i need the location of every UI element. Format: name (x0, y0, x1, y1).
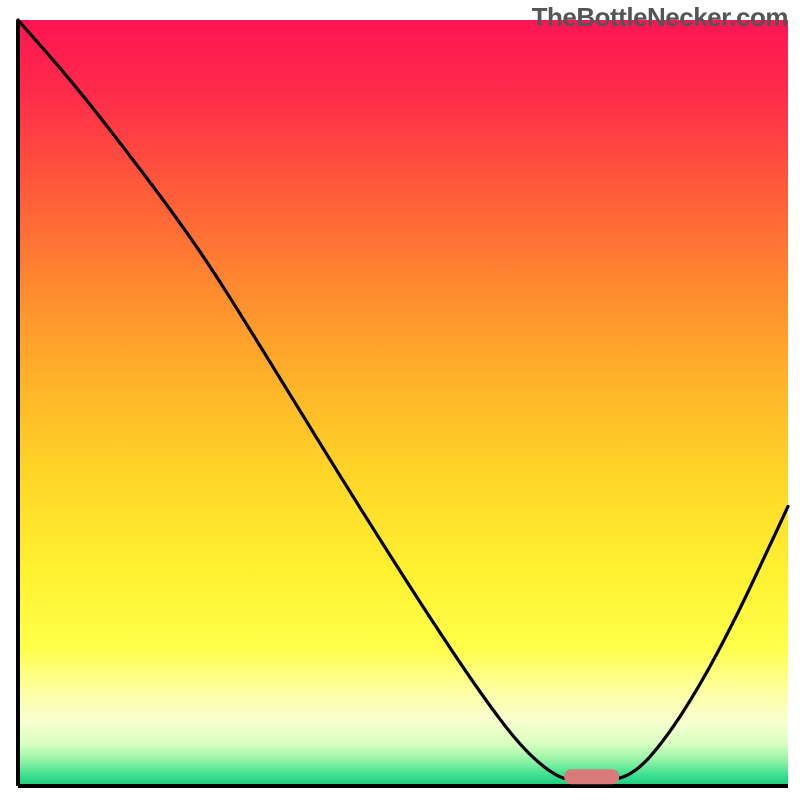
chart-background-gradient (18, 20, 788, 786)
watermark-text: TheBottleNecker.com (532, 2, 788, 33)
optimal-marker (564, 769, 619, 784)
bottleneck-chart (0, 0, 800, 800)
chart-container: TheBottleNecker.com (0, 0, 800, 800)
